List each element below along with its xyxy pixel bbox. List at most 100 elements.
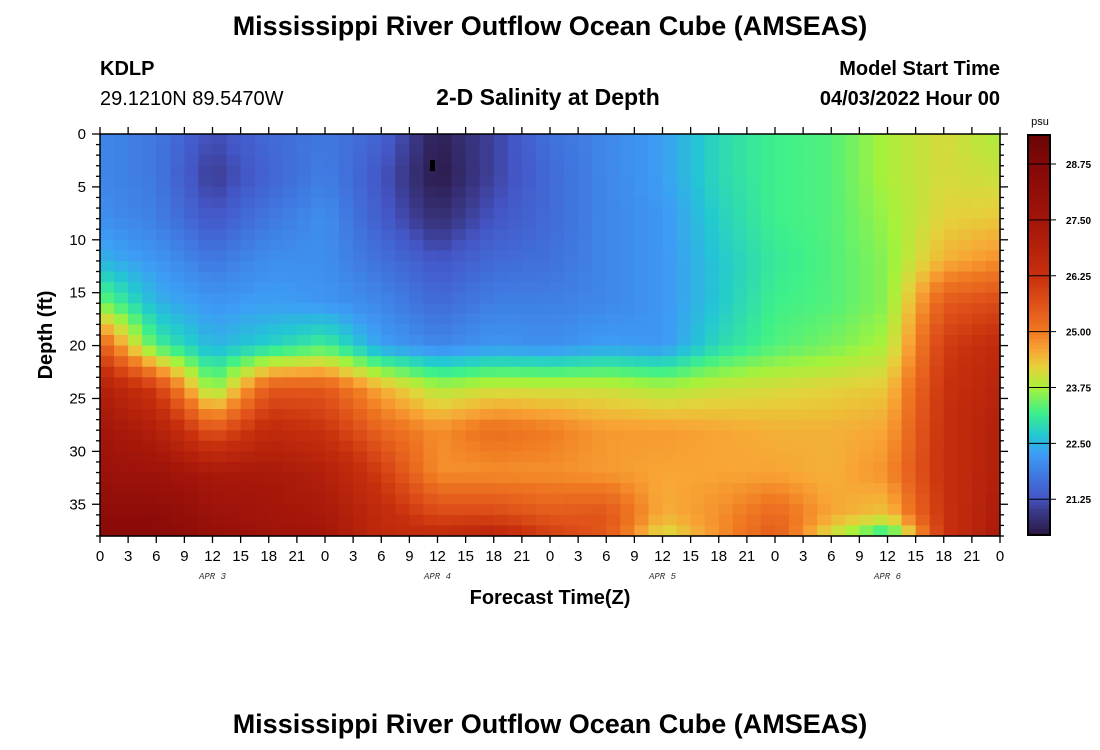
colorbar-units: psu	[1031, 116, 1049, 128]
heatmap-cell	[817, 356, 832, 368]
colorbar-segment	[1028, 188, 1050, 193]
heatmap-cell	[676, 239, 692, 251]
heatmap-cell	[578, 483, 593, 495]
heatmap-cell	[353, 377, 368, 389]
heatmap-cell	[142, 461, 157, 474]
heatmap-cell	[929, 282, 945, 294]
heatmap-cell	[367, 335, 382, 347]
heatmap-cell	[620, 356, 635, 368]
x-tick-label: 18	[260, 548, 277, 565]
heatmap-cell	[212, 493, 228, 505]
heatmap-cell	[409, 440, 425, 452]
heatmap-cell	[198, 313, 214, 326]
heatmap-cell	[254, 461, 270, 474]
heatmap-cell	[634, 292, 650, 304]
heatmap-cell	[212, 345, 228, 357]
heatmap-cell	[592, 303, 607, 315]
heatmap-cell	[620, 335, 635, 347]
heatmap-cell	[212, 250, 228, 262]
heatmap-cell	[226, 345, 242, 357]
heatmap-cell	[803, 461, 818, 474]
heatmap-cell	[957, 472, 973, 484]
heatmap-cell	[114, 313, 129, 326]
heatmap-cell	[676, 366, 692, 378]
y-tick-label: 20	[69, 338, 86, 355]
heatmap-cell	[493, 461, 509, 474]
heatmap-cell	[915, 176, 931, 188]
heatmap-cell	[184, 303, 200, 315]
heatmap-cell	[212, 282, 228, 294]
heatmap-cell	[339, 292, 354, 304]
heatmap-cell	[943, 324, 959, 336]
heatmap-cell	[381, 356, 396, 368]
heatmap-cell	[310, 176, 326, 188]
heatmap-cell	[789, 176, 804, 188]
heatmap-cell	[550, 430, 565, 442]
heatmap-cell	[282, 155, 298, 167]
heatmap-cell	[817, 451, 832, 463]
heatmap-cell	[746, 155, 762, 167]
heatmap-cell	[775, 218, 790, 230]
heatmap-cell	[592, 271, 607, 283]
colorbar-tick-label: 23.75	[1066, 384, 1091, 395]
heatmap-cell	[859, 186, 875, 199]
heatmap-cell	[142, 440, 157, 452]
heatmap-cell	[409, 134, 425, 146]
heatmap-cell	[943, 208, 959, 220]
heatmap-cell	[845, 282, 860, 294]
heatmap-cell	[451, 440, 467, 452]
heatmap-cell	[212, 271, 228, 283]
heatmap-cell	[704, 356, 720, 368]
heatmap-cell	[760, 377, 776, 389]
heatmap-cell	[648, 218, 664, 230]
heatmap-cell	[676, 197, 692, 209]
heatmap-cell	[479, 440, 495, 452]
heatmap-cell	[100, 218, 115, 230]
heatmap-cell	[915, 514, 931, 527]
heatmap-cell	[254, 313, 270, 326]
heatmap-cell	[198, 366, 214, 378]
heatmap-cell	[578, 197, 593, 209]
model-start-value: 04/03/2022 Hour 00	[820, 88, 1000, 110]
heatmap-cell	[521, 176, 537, 188]
heatmap-cell	[760, 335, 776, 347]
heatmap-cell	[184, 271, 200, 283]
heatmap-cell	[437, 197, 453, 209]
heatmap-cell	[971, 165, 987, 177]
heatmap-cell	[662, 197, 678, 209]
heatmap-cell	[535, 155, 551, 167]
heatmap-cell	[282, 356, 298, 368]
heatmap-cell	[325, 356, 340, 368]
heatmap-cell	[887, 186, 903, 199]
heatmap-cell	[367, 134, 382, 146]
heatmap-cell	[240, 440, 256, 452]
heatmap-cell	[381, 134, 396, 146]
heatmap-cell	[395, 430, 410, 442]
heatmap-cell	[648, 377, 664, 389]
heatmap-cell	[353, 271, 368, 283]
heatmap-cell	[507, 260, 523, 273]
heatmap-cell	[578, 440, 593, 452]
heatmap-cell	[873, 313, 889, 326]
heatmap-cell	[409, 176, 425, 188]
heatmap-cell	[367, 461, 382, 474]
heatmap-cell	[901, 292, 917, 304]
colorbar-segment	[1028, 518, 1050, 523]
heatmap-cell	[732, 451, 748, 463]
heatmap-cell	[915, 356, 931, 368]
heatmap-cell	[198, 239, 214, 251]
heatmap-cell	[760, 430, 776, 442]
heatmap-cell	[690, 260, 706, 273]
heatmap-cell	[339, 324, 354, 336]
heatmap-cell	[142, 430, 157, 442]
heatmap-cell	[128, 186, 143, 199]
heatmap-cell	[437, 155, 453, 167]
colorbar-segment	[1028, 451, 1050, 456]
heatmap-cell	[451, 324, 467, 336]
heatmap-cell	[507, 461, 523, 474]
heatmap-cell	[887, 525, 903, 537]
heatmap-cell	[704, 398, 720, 410]
heatmap-cell	[578, 461, 593, 474]
heatmap-cell	[971, 197, 987, 209]
heatmap-cell	[873, 282, 889, 294]
